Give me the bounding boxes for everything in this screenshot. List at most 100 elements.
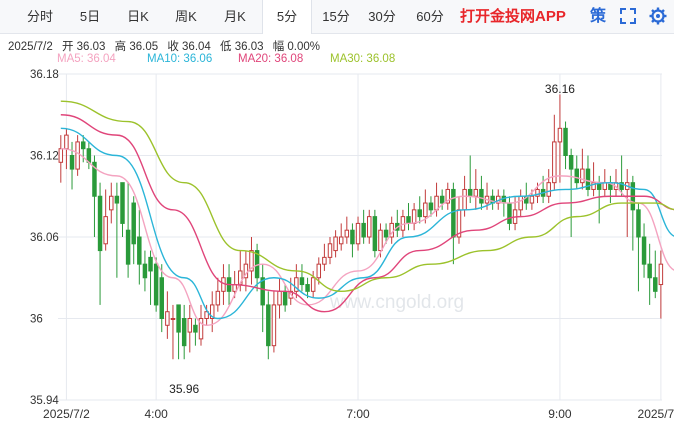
candle — [490, 189, 495, 210]
ma5-legend: MA5: 36.04 — [57, 53, 116, 65]
candle — [193, 318, 198, 346]
candle — [518, 189, 523, 217]
candle — [176, 304, 181, 360]
candle — [367, 209, 372, 244]
tab-5min[interactable]: 5分 — [262, 0, 312, 34]
y-tick-label: 36.18 — [30, 69, 59, 81]
candle — [512, 196, 518, 231]
candle — [142, 250, 148, 292]
candle — [552, 114, 557, 190]
candle — [563, 121, 568, 170]
candle — [215, 277, 221, 312]
candle — [92, 155, 97, 237]
candle — [383, 223, 389, 244]
candle — [310, 270, 316, 299]
candle — [322, 243, 327, 271]
candle — [428, 196, 434, 217]
tab-15min[interactable]: 15分 — [322, 9, 350, 24]
candle — [658, 250, 664, 319]
candle — [209, 291, 215, 333]
candle — [97, 182, 103, 305]
x-tick-label: 4:00 — [144, 407, 168, 421]
candle — [282, 284, 288, 312]
candle — [411, 203, 417, 231]
candle — [75, 135, 80, 176]
extreme-label: 36.16 — [545, 82, 575, 96]
moving-averages — [60, 100, 674, 326]
tab-fenshi[interactable]: 分时 — [26, 9, 53, 24]
info-low: 低 36.03 — [220, 41, 264, 53]
candle — [181, 304, 187, 360]
tab-weekly-k[interactable]: 周K — [175, 9, 197, 24]
ma-line-ma20 — [60, 114, 674, 313]
open-app-link[interactable]: 打开金投网APP — [460, 8, 566, 25]
candle — [277, 277, 282, 319]
candle — [333, 230, 338, 258]
candle — [456, 196, 462, 244]
candle — [636, 203, 641, 292]
candle — [479, 175, 484, 210]
candle — [58, 135, 64, 183]
ma-line-ma30 — [60, 100, 674, 293]
candle — [350, 223, 355, 258]
candle — [148, 250, 153, 305]
y-tick-label: 35.94 — [30, 395, 59, 407]
candle — [266, 291, 271, 360]
candle — [159, 264, 164, 333]
x-tick-label: 2025/7/2 — [43, 407, 90, 421]
info-date: 2025/7/2 — [8, 41, 53, 53]
info-close: 收 36.04 — [167, 41, 211, 53]
candle — [557, 94, 563, 183]
ma10-legend: MA10: 36.06 — [147, 53, 213, 65]
candle — [165, 291, 170, 339]
candle — [69, 141, 75, 190]
info-change: 幅 0.00% — [272, 41, 321, 53]
candle — [338, 223, 344, 251]
candle — [109, 182, 114, 224]
candle — [260, 264, 265, 333]
candle — [137, 209, 142, 285]
candle — [187, 304, 193, 353]
gear-icon[interactable] — [648, 6, 668, 26]
candle — [608, 175, 613, 204]
info-open: 开 36.03 — [61, 41, 106, 53]
candle — [249, 237, 254, 285]
y-tick-label: 36.06 — [30, 232, 59, 244]
candle — [653, 250, 658, 299]
candle — [372, 209, 378, 258]
candle — [355, 216, 361, 251]
candle — [361, 209, 366, 244]
strategy-button[interactable]: 策 — [590, 8, 607, 25]
candle — [271, 291, 277, 353]
tab-5day[interactable]: 5日 — [79, 9, 101, 24]
candle — [406, 203, 411, 231]
candle — [131, 196, 136, 265]
candle — [153, 257, 159, 312]
tab-monthly-k[interactable]: 月K — [224, 9, 246, 24]
candle — [316, 257, 322, 285]
candle — [439, 189, 445, 210]
candles — [58, 94, 664, 360]
tab-60min[interactable]: 60分 — [416, 9, 444, 24]
tab-daily-k[interactable]: 日K — [127, 9, 149, 24]
candle — [619, 155, 624, 197]
tab-30min[interactable]: 30分 — [368, 9, 396, 24]
candle — [451, 182, 456, 265]
candle — [445, 182, 451, 210]
y-tick-label: 36.12 — [30, 151, 59, 163]
candle — [647, 243, 652, 305]
candle — [305, 277, 310, 299]
ma30-legend: MA30: 36.08 — [330, 53, 396, 65]
candle — [299, 264, 305, 292]
x-tick-label: 9:00 — [548, 407, 572, 421]
candle — [103, 189, 108, 251]
fullscreen-icon[interactable] — [618, 6, 638, 26]
candle — [294, 264, 299, 299]
candle — [417, 196, 422, 224]
candle — [641, 223, 647, 278]
ma-line-ma10 — [60, 127, 674, 320]
watermark: www.cngold.org — [329, 292, 464, 313]
candle — [86, 141, 92, 170]
